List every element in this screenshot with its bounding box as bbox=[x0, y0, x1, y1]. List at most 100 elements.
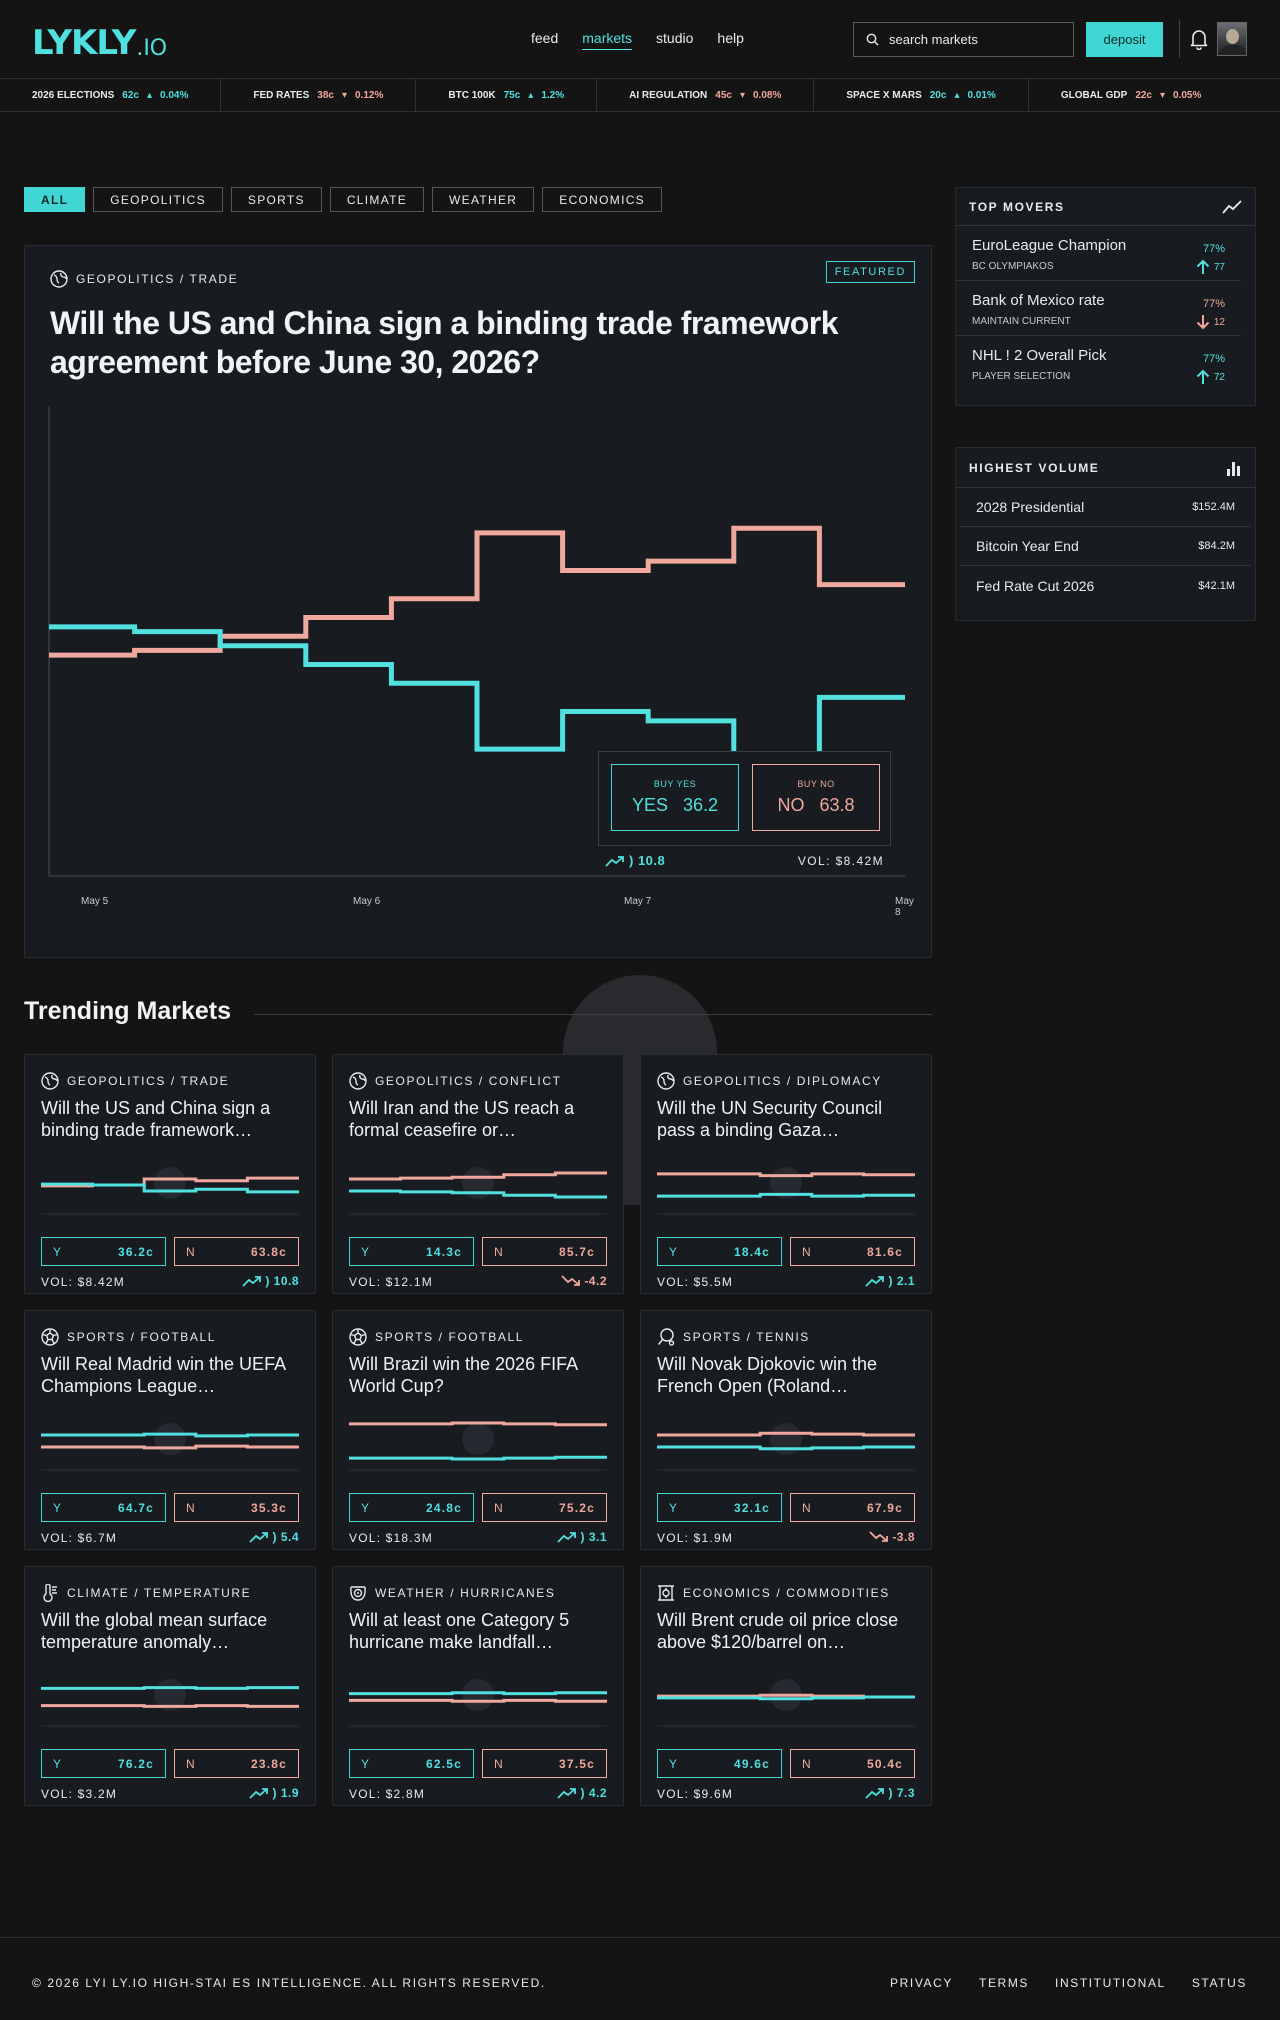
market-card[interactable]: WEATHER / HURRICANES Will at least one Ca… bbox=[332, 1566, 624, 1806]
card-change: -3.8 bbox=[869, 1530, 915, 1544]
card-category: SPORTS / FOOTBALL bbox=[41, 1328, 216, 1346]
featured-change: ) 10.8 bbox=[605, 853, 665, 868]
mover-change-value: 12 bbox=[1213, 316, 1225, 328]
filter-sports[interactable]: SPORTS bbox=[230, 187, 322, 212]
buy-no-pill[interactable]: N 35.3c bbox=[174, 1493, 299, 1522]
search-input[interactable] bbox=[889, 32, 1059, 47]
market-card[interactable]: GEOPOLITICS / CONFLICT Will Iran and the … bbox=[332, 1054, 624, 1294]
market-card[interactable]: GEOPOLITICS / DIPLOMACY Will the UN Secur… bbox=[640, 1054, 932, 1294]
buy-no-pill[interactable]: N 37.5c bbox=[482, 1749, 607, 1778]
ticker-item[interactable]: AI REGULATION 45c ▾ 0.08% bbox=[597, 78, 815, 112]
x-tick-label: May 8 bbox=[895, 896, 914, 918]
bell-icon[interactable] bbox=[1189, 28, 1209, 50]
market-card[interactable]: SPORTS / FOOTBALL Will Brazil win the 202… bbox=[332, 1310, 624, 1550]
buy-yes-pill[interactable]: Y 32.1c bbox=[657, 1493, 782, 1522]
highest-volume-panel: HIGHEST VOLUME 2028 Presidential $152.4M B… bbox=[955, 447, 1256, 621]
buy-no-pill[interactable]: N 67.9c bbox=[790, 1493, 915, 1522]
card-volume: VOL: $3.2M bbox=[41, 1787, 118, 1801]
search-box[interactable] bbox=[853, 22, 1074, 57]
buy-yes-button[interactable]: BUY YES YES 36.2 bbox=[611, 764, 739, 831]
card-volume: VOL: $6.7M bbox=[41, 1531, 118, 1545]
mover-sub: BC OLYMPIAKOS bbox=[972, 261, 1054, 272]
market-card[interactable]: ECONOMICS / COMMODITIES Will Brent crude … bbox=[640, 1566, 932, 1806]
buy-no-pill[interactable]: N 23.8c bbox=[174, 1749, 299, 1778]
nav-help[interactable]: help bbox=[717, 30, 744, 46]
buy-yes-pill[interactable]: Y 76.2c bbox=[41, 1749, 166, 1778]
ticker-item[interactable]: SPACE X MARS 20c ▴ 0.01% bbox=[814, 78, 1029, 112]
trend-up-icon bbox=[249, 1532, 269, 1543]
card-sparkline bbox=[41, 1167, 299, 1215]
ticker-name: BTC 100K bbox=[448, 89, 496, 101]
filter-economics[interactable]: ECONOMICS bbox=[542, 187, 662, 212]
volume-row[interactable]: Fed Rate Cut 2026 $42.1M bbox=[960, 566, 1251, 605]
nav-markets[interactable]: markets bbox=[582, 30, 633, 50]
caret-down-icon: ▾ bbox=[739, 89, 745, 101]
card-category: SPORTS / TENNIS bbox=[657, 1328, 810, 1346]
buy-no-pill[interactable]: N 85.7c bbox=[482, 1237, 607, 1266]
ticker-item[interactable]: GLOBAL GDP 22c ▾ 0.05% bbox=[1029, 78, 1234, 112]
buy-yes-pill[interactable]: Y 62.5c bbox=[349, 1749, 474, 1778]
card-category: CLIMATE / TEMPERATURE bbox=[41, 1584, 251, 1602]
buy-no-pill[interactable]: N 50.4c bbox=[790, 1749, 915, 1778]
card-volume: VOL: $2.8M bbox=[349, 1787, 426, 1801]
footer-link-terms[interactable]: TERMS bbox=[979, 1976, 1030, 1990]
deposit-button[interactable]: deposit bbox=[1086, 22, 1163, 57]
logo[interactable]: LYKLY .IO bbox=[32, 20, 167, 60]
copyright: © 2026 LYI LY.IO HIGH-STAI ES INTELLIGEN… bbox=[32, 1976, 546, 1990]
mover-row[interactable]: EuroLeague Champion BC OLYMPIAKOS 77% 77 bbox=[956, 226, 1241, 281]
ticker-item[interactable]: 2026 ELECTIONS 62c ▴ 0.04% bbox=[0, 78, 222, 112]
footer-link-status[interactable]: STATUS bbox=[1191, 1976, 1247, 1990]
avatar[interactable] bbox=[1217, 22, 1247, 56]
mover-row[interactable]: NHL ! 2 Overall Pick PLAYER SELECTION 77% 7… bbox=[956, 336, 1241, 391]
mover-row[interactable]: Bank of Mexico rate MAINTAIN CURRENT 77% 12 bbox=[956, 281, 1241, 336]
yes-sparkline bbox=[349, 1455, 607, 1461]
x-tick-label: May 6 bbox=[353, 896, 381, 907]
card-sparkline bbox=[657, 1167, 915, 1215]
buy-yes-pill[interactable]: Y 64.7c bbox=[41, 1493, 166, 1522]
no-sparkline bbox=[349, 1421, 607, 1427]
buy-yes-pill[interactable]: Y 49.6c bbox=[657, 1749, 782, 1778]
filter-geopolitics[interactable]: GEOPOLITICS bbox=[93, 187, 223, 212]
ticker-change: 0.08% bbox=[753, 89, 782, 101]
footer-link-privacy[interactable]: PRIVACY bbox=[890, 1976, 954, 1990]
ticker-item[interactable]: BTC 100K 75c ▴ 1.2% bbox=[416, 78, 598, 112]
volume-value: $84.2M bbox=[1198, 540, 1235, 552]
filter-all[interactable]: ALL bbox=[24, 187, 86, 212]
nav-feed[interactable]: feed bbox=[531, 30, 559, 46]
buy-no-label: BUY NO bbox=[797, 779, 835, 789]
buy-yes-pill[interactable]: Y 18.4c bbox=[657, 1237, 782, 1266]
buy-no-button[interactable]: BUY NO NO 63.8 bbox=[752, 764, 880, 831]
filter-weather[interactable]: WEATHER bbox=[432, 187, 535, 212]
card-change: ) 2.1 bbox=[865, 1274, 915, 1288]
ticker-item[interactable]: FED RATES 38c ▾ 0.12% bbox=[221, 78, 417, 112]
buy-no-pill[interactable]: N 63.8c bbox=[174, 1237, 299, 1266]
card-category-label: WEATHER / HURRICANES bbox=[375, 1586, 556, 1600]
card-volume: VOL: $8.42M bbox=[41, 1275, 125, 1289]
nav-studio[interactable]: studio bbox=[656, 30, 694, 46]
featured-market[interactable]: GEOPOLITICS / TRADE FEATURED Will the US… bbox=[24, 245, 932, 958]
buy-yes-pill[interactable]: Y 36.2c bbox=[41, 1237, 166, 1266]
buy-no-key: NO bbox=[777, 795, 805, 815]
market-card[interactable]: SPORTS / TENNIS Will Novak Djokovic win t… bbox=[640, 1310, 932, 1550]
card-change: ) 5.4 bbox=[249, 1530, 299, 1544]
market-card[interactable]: GEOPOLITICS / TRADE Will the US and China… bbox=[24, 1054, 316, 1294]
ticker-name: AI REGULATION bbox=[629, 89, 708, 101]
buy-yes-pill[interactable]: Y 14.3c bbox=[349, 1237, 474, 1266]
trend-down-icon bbox=[869, 1531, 889, 1542]
buy-no-pill[interactable]: N 75.2c bbox=[482, 1493, 607, 1522]
highest-volume-list: 2028 Presidential $152.4M Bitcoin Year End… bbox=[956, 488, 1255, 605]
card-title: Will the global mean surface temperature… bbox=[41, 1610, 268, 1652]
yes-key: Y bbox=[669, 1244, 679, 1259]
footer-link-institutional[interactable]: INSTITUTIONAL bbox=[1055, 1976, 1166, 1990]
trending-divider bbox=[254, 1014, 932, 1015]
market-card[interactable]: CLIMATE / TEMPERATURE Will the global mea… bbox=[24, 1566, 316, 1806]
market-card[interactable]: SPORTS / FOOTBALL Will Real Madrid win th… bbox=[24, 1310, 316, 1550]
featured-category: GEOPOLITICS / TRADE bbox=[50, 270, 238, 288]
buy-no-pill[interactable]: N 81.6c bbox=[790, 1237, 915, 1266]
filter-climate[interactable]: CLIMATE bbox=[329, 187, 425, 212]
no-sparkline bbox=[349, 1171, 607, 1181]
volume-row[interactable]: Bitcoin Year End $84.2M bbox=[960, 527, 1251, 566]
buy-yes-pill[interactable]: Y 24.8c bbox=[349, 1493, 474, 1522]
volume-row[interactable]: 2028 Presidential $152.4M bbox=[960, 488, 1251, 527]
trend-line-icon bbox=[1222, 199, 1242, 214]
